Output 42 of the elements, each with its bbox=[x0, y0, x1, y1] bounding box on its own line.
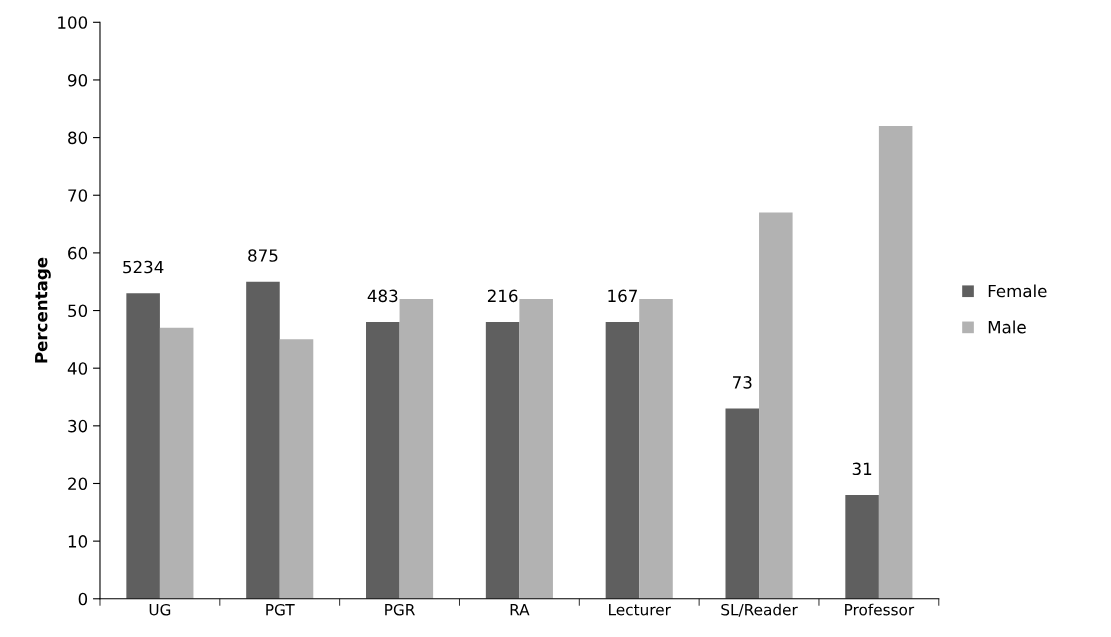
annotation: 216 bbox=[487, 289, 518, 303]
bar bbox=[725, 408, 760, 599]
bar bbox=[605, 322, 640, 599]
y-tick-label: 30 bbox=[68, 419, 88, 433]
annotation: 73 bbox=[733, 376, 752, 389]
y-tick-label: 80 bbox=[68, 131, 88, 145]
y-tick-label: 90 bbox=[68, 73, 88, 87]
x-tick-label: UG bbox=[149, 603, 171, 616]
y-tick-label: 70 bbox=[68, 189, 88, 202]
bar bbox=[759, 212, 793, 599]
y-axis-title: Percentage bbox=[35, 257, 51, 363]
bar bbox=[399, 299, 434, 599]
legend-label: Male bbox=[988, 320, 1026, 334]
bar bbox=[485, 322, 520, 599]
annotation: 875 bbox=[248, 249, 278, 262]
y-tick-label: 60 bbox=[68, 246, 88, 260]
y-tick-label: 10 bbox=[68, 535, 88, 548]
bar bbox=[845, 495, 879, 599]
annotation: 483 bbox=[367, 289, 398, 303]
bar bbox=[159, 327, 194, 599]
bar bbox=[878, 126, 913, 599]
bar bbox=[639, 299, 673, 599]
bar bbox=[246, 281, 280, 599]
bar bbox=[519, 299, 553, 599]
x-tick-label: PGT bbox=[266, 603, 295, 616]
annotation: 167 bbox=[608, 289, 637, 303]
bar bbox=[126, 293, 160, 599]
y-tick-label: 50 bbox=[68, 304, 88, 318]
y-tick-label: 40 bbox=[67, 362, 88, 375]
bar bbox=[279, 339, 314, 599]
y-tick-label: 20 bbox=[68, 477, 88, 491]
annotation: 5234 bbox=[123, 260, 164, 274]
y-tick-label: 0 bbox=[78, 592, 88, 606]
annotation: 31 bbox=[852, 462, 872, 476]
legend-label: Female bbox=[988, 284, 1047, 298]
y-tick-label: 100 bbox=[58, 16, 88, 29]
x-tick-label: PGR bbox=[385, 603, 415, 616]
x-tick-label: SL/Reader bbox=[721, 603, 798, 617]
x-tick-label: Lecturer bbox=[609, 604, 671, 616]
x-tick-label: Professor bbox=[845, 603, 915, 616]
bar bbox=[366, 322, 400, 599]
x-tick-label: RA bbox=[510, 604, 530, 616]
